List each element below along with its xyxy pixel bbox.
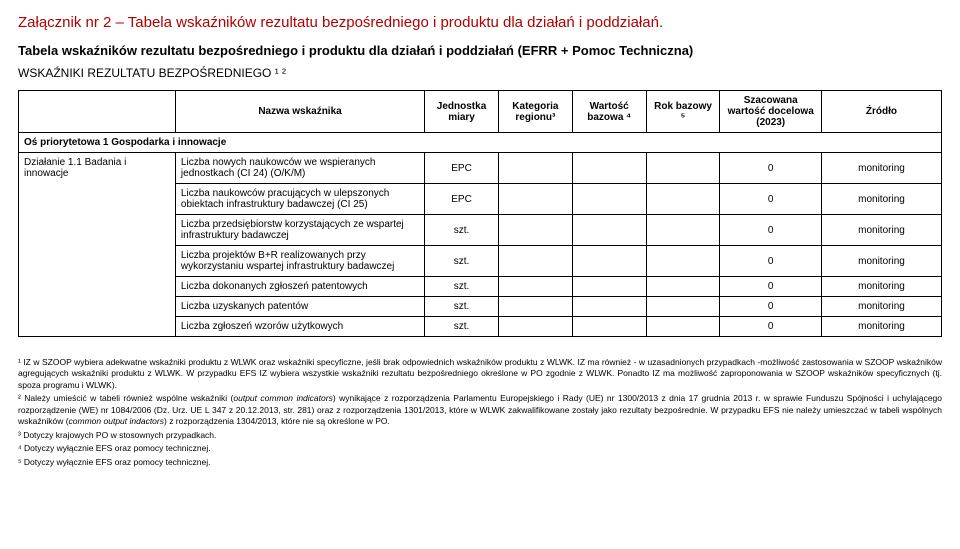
indicator-target: 0: [720, 215, 822, 246]
footnote-3: ³ Dotyczy krajowych PO w stosownych przy…: [18, 430, 942, 441]
subsection-title: WSKAŹNIKI REZULTATU BEZPOŚREDNIEGO ¹ ²: [18, 66, 942, 80]
indicator-base-val: [572, 277, 646, 297]
table-row: Działanie 1.1 Badania i innowacje Liczba…: [19, 153, 942, 184]
axis-row: Oś priorytetowa 1 Gospodarka i innowacje: [19, 133, 942, 153]
attachment-title: Załącznik nr 2 – Tabela wskaźników rezul…: [18, 14, 942, 31]
indicator-source: monitoring: [821, 246, 941, 277]
indicator-base-year: [646, 317, 720, 337]
indicator-target: 0: [720, 277, 822, 297]
indicator-region: [498, 246, 572, 277]
footnote-4: ⁴ Dotyczy wyłącznie EFS oraz pomocy tech…: [18, 443, 942, 454]
footnote-1: ¹ IZ w SZOOP wybiera adekwatne wskaźniki…: [18, 357, 942, 391]
indicator-target: 0: [720, 317, 822, 337]
indicator-region: [498, 317, 572, 337]
footnote-5: ⁵ Dotyczy wyłącznie EFS oraz pomocy tech…: [18, 457, 942, 468]
indicator-region: [498, 184, 572, 215]
indicator-unit: szt.: [425, 317, 499, 337]
action-label: Działanie 1.1 Badania i innowacje: [19, 153, 176, 337]
indicator-base-val: [572, 246, 646, 277]
indicator-base-year: [646, 277, 720, 297]
indicator-unit: szt.: [425, 215, 499, 246]
footnote-2: ² Należy umieścić w tabeli również wspól…: [18, 393, 942, 427]
indicator-target: 0: [720, 246, 822, 277]
col-source: Źródło: [821, 91, 941, 133]
indicator-region: [498, 215, 572, 246]
indicator-region: [498, 277, 572, 297]
indicator-source: monitoring: [821, 297, 941, 317]
indicators-table: Nazwa wskaźnika Jednostka miary Kategori…: [18, 90, 942, 337]
col-blank: [19, 91, 176, 133]
indicator-region: [498, 153, 572, 184]
col-base-year: Rok bazowy ⁵: [646, 91, 720, 133]
indicator-base-val: [572, 317, 646, 337]
indicator-base-val: [572, 184, 646, 215]
footnotes: ¹ IZ w SZOOP wybiera adekwatne wskaźniki…: [18, 357, 942, 468]
indicator-base-year: [646, 246, 720, 277]
indicator-source: monitoring: [821, 277, 941, 297]
col-region: Kategoria regionu³: [498, 91, 572, 133]
indicator-source: monitoring: [821, 153, 941, 184]
indicator-source: monitoring: [821, 317, 941, 337]
indicator-region: [498, 297, 572, 317]
col-unit: Jednostka miary: [425, 91, 499, 133]
col-target: Szacowana wartość docelowa (2023): [720, 91, 822, 133]
indicator-base-year: [646, 297, 720, 317]
indicator-base-year: [646, 153, 720, 184]
table-header-row: Nazwa wskaźnika Jednostka miary Kategori…: [19, 91, 942, 133]
indicator-name: Liczba naukowców pracujących w ulepszony…: [175, 184, 424, 215]
indicator-source: monitoring: [821, 215, 941, 246]
indicator-name: Liczba zgłoszeń wzorów użytkowych: [175, 317, 424, 337]
indicator-unit: szt.: [425, 277, 499, 297]
indicator-unit: EPC: [425, 153, 499, 184]
indicator-target: 0: [720, 153, 822, 184]
indicator-base-year: [646, 215, 720, 246]
axis-label: Oś priorytetowa 1 Gospodarka i innowacje: [19, 133, 942, 153]
indicator-base-val: [572, 215, 646, 246]
section-title: Tabela wskaźników rezultatu bezpośrednie…: [18, 43, 942, 58]
indicator-source: monitoring: [821, 184, 941, 215]
indicator-base-val: [572, 297, 646, 317]
indicator-base-year: [646, 184, 720, 215]
indicator-name: Liczba przedsiębiorstw korzystających ze…: [175, 215, 424, 246]
indicator-name: Liczba projektów B+R realizowanych przy …: [175, 246, 424, 277]
indicator-unit: EPC: [425, 184, 499, 215]
col-name: Nazwa wskaźnika: [175, 91, 424, 133]
indicator-target: 0: [720, 297, 822, 317]
indicator-target: 0: [720, 184, 822, 215]
col-base-value: Wartość bazowa ⁴: [572, 91, 646, 133]
indicator-name: Liczba uzyskanych patentów: [175, 297, 424, 317]
indicator-unit: szt.: [425, 297, 499, 317]
indicator-base-val: [572, 153, 646, 184]
indicator-name: Liczba nowych naukowców we wspieranych j…: [175, 153, 424, 184]
indicator-name: Liczba dokonanych zgłoszeń patentowych: [175, 277, 424, 297]
indicator-unit: szt.: [425, 246, 499, 277]
